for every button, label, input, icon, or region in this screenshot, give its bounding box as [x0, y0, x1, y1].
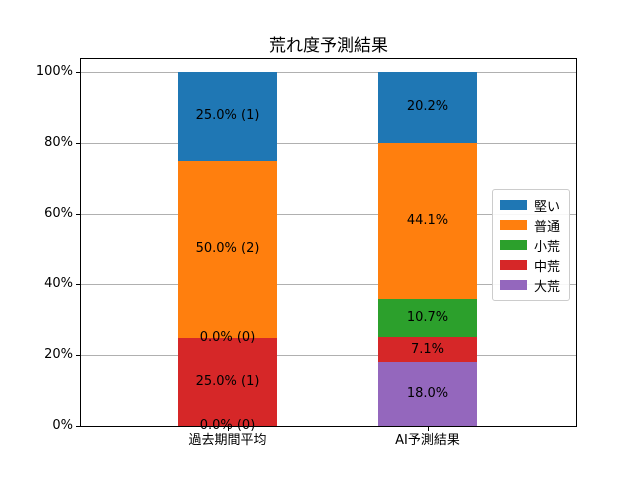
ytick-mark-20%	[76, 355, 80, 357]
legend-row-中荒: 中荒	[500, 255, 562, 275]
ytick-label-100%: 100%	[35, 64, 73, 79]
bar-segment-普通-0	[178, 160, 277, 338]
xtick-mark-1	[427, 427, 429, 431]
xtick-mark-0	[227, 427, 229, 431]
ytick-label-80%: 80%	[44, 134, 73, 150]
xtick-label-1: AI予測結果	[395, 433, 460, 448]
legend-label-普通: 普通	[534, 219, 561, 235]
gridline-60%	[81, 213, 576, 215]
bar-segment-小荒-1	[378, 299, 477, 338]
ytick-label-0%: 0%	[52, 418, 73, 433]
legend-label-大荒: 大荒	[534, 279, 561, 295]
ytick-mark-0%	[76, 426, 80, 427]
gridline-40%	[81, 284, 576, 286]
ytick-mark-80%	[76, 142, 80, 144]
legend-swatch-中荒	[500, 260, 527, 270]
legend-row-普通: 普通	[500, 215, 562, 235]
chart-title: 荒れ度予測結果	[269, 36, 388, 56]
legend: 堅い普通小荒中荒大荒	[492, 189, 570, 301]
legend-label-堅い: 堅い	[534, 199, 561, 215]
legend-label-中荒: 中荒	[534, 259, 561, 275]
legend-swatch-大荒	[500, 280, 527, 290]
bar-segment-大荒-1	[378, 362, 477, 426]
gridline-20%	[81, 355, 576, 357]
gridline-80%	[81, 142, 576, 144]
legend-row-小荒: 小荒	[500, 235, 562, 255]
xtick-label-0: 過去期間平均	[188, 433, 267, 448]
legend-swatch-普通	[500, 220, 527, 230]
bar-segment-中荒-1	[378, 337, 477, 363]
legend-swatch-小荒	[500, 240, 527, 250]
ytick-mark-60%	[76, 213, 80, 215]
legend-row-堅い: 堅い	[500, 195, 562, 215]
ytick-mark-100%	[76, 72, 80, 73]
ytick-mark-40%	[76, 284, 80, 286]
ytick-label-60%: 60%	[44, 205, 73, 221]
bar-segment-堅い-1	[378, 71, 477, 144]
legend-row-大荒: 大荒	[500, 275, 562, 295]
bar-segment-中荒-0	[178, 337, 277, 426]
bar-segment-普通-1	[378, 143, 477, 300]
legend-swatch-堅い	[500, 200, 527, 210]
bar-segment-堅い-0	[178, 72, 277, 161]
legend-items: 堅い普通小荒中荒大荒	[500, 195, 562, 295]
ytick-label-40%: 40%	[44, 276, 73, 292]
legend-label-小荒: 小荒	[534, 239, 561, 255]
ytick-label-20%: 20%	[44, 347, 73, 363]
gridline-100%	[81, 72, 576, 73]
